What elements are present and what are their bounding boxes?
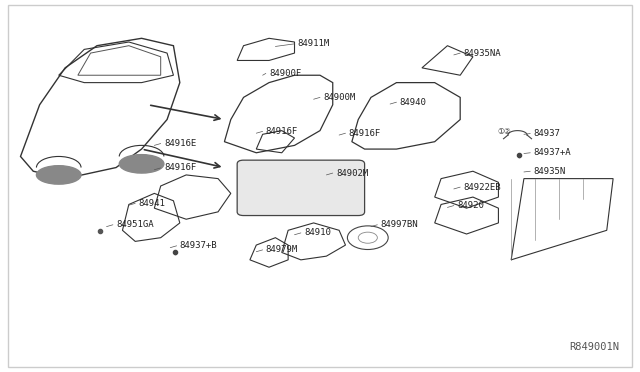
Text: 84935N: 84935N bbox=[534, 167, 566, 176]
Text: 84916F: 84916F bbox=[266, 127, 298, 136]
Text: 84941: 84941 bbox=[138, 199, 165, 208]
Text: 84937: 84937 bbox=[534, 129, 561, 138]
Ellipse shape bbox=[119, 155, 164, 173]
Text: 84902M: 84902M bbox=[336, 169, 368, 177]
Text: 84922EB: 84922EB bbox=[463, 183, 501, 192]
Text: 84920: 84920 bbox=[457, 201, 484, 210]
Text: 84937+A: 84937+A bbox=[534, 148, 571, 157]
Text: 84916E: 84916E bbox=[164, 139, 196, 148]
Text: ①②: ①② bbox=[498, 127, 511, 136]
FancyBboxPatch shape bbox=[237, 160, 365, 215]
Text: 84900F: 84900F bbox=[269, 69, 301, 78]
Text: 84900M: 84900M bbox=[323, 93, 355, 102]
Ellipse shape bbox=[36, 166, 81, 184]
Text: 84997BN: 84997BN bbox=[381, 220, 418, 229]
Text: 84940: 84940 bbox=[399, 98, 426, 107]
Text: 84979M: 84979M bbox=[266, 246, 298, 254]
Text: 84916F: 84916F bbox=[164, 163, 196, 172]
Text: 84935NA: 84935NA bbox=[463, 49, 501, 58]
Text: 84910: 84910 bbox=[304, 228, 331, 237]
Text: 84911M: 84911M bbox=[298, 39, 330, 48]
Text: 84916F: 84916F bbox=[349, 129, 381, 138]
Text: 84937+B: 84937+B bbox=[180, 241, 218, 250]
Text: 84951GA: 84951GA bbox=[116, 220, 154, 229]
Text: R849001N: R849001N bbox=[570, 342, 620, 352]
